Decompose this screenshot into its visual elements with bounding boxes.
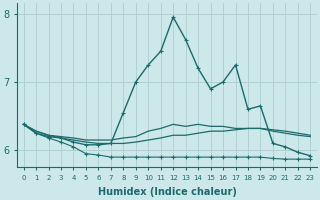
X-axis label: Humidex (Indice chaleur): Humidex (Indice chaleur) <box>98 187 236 197</box>
